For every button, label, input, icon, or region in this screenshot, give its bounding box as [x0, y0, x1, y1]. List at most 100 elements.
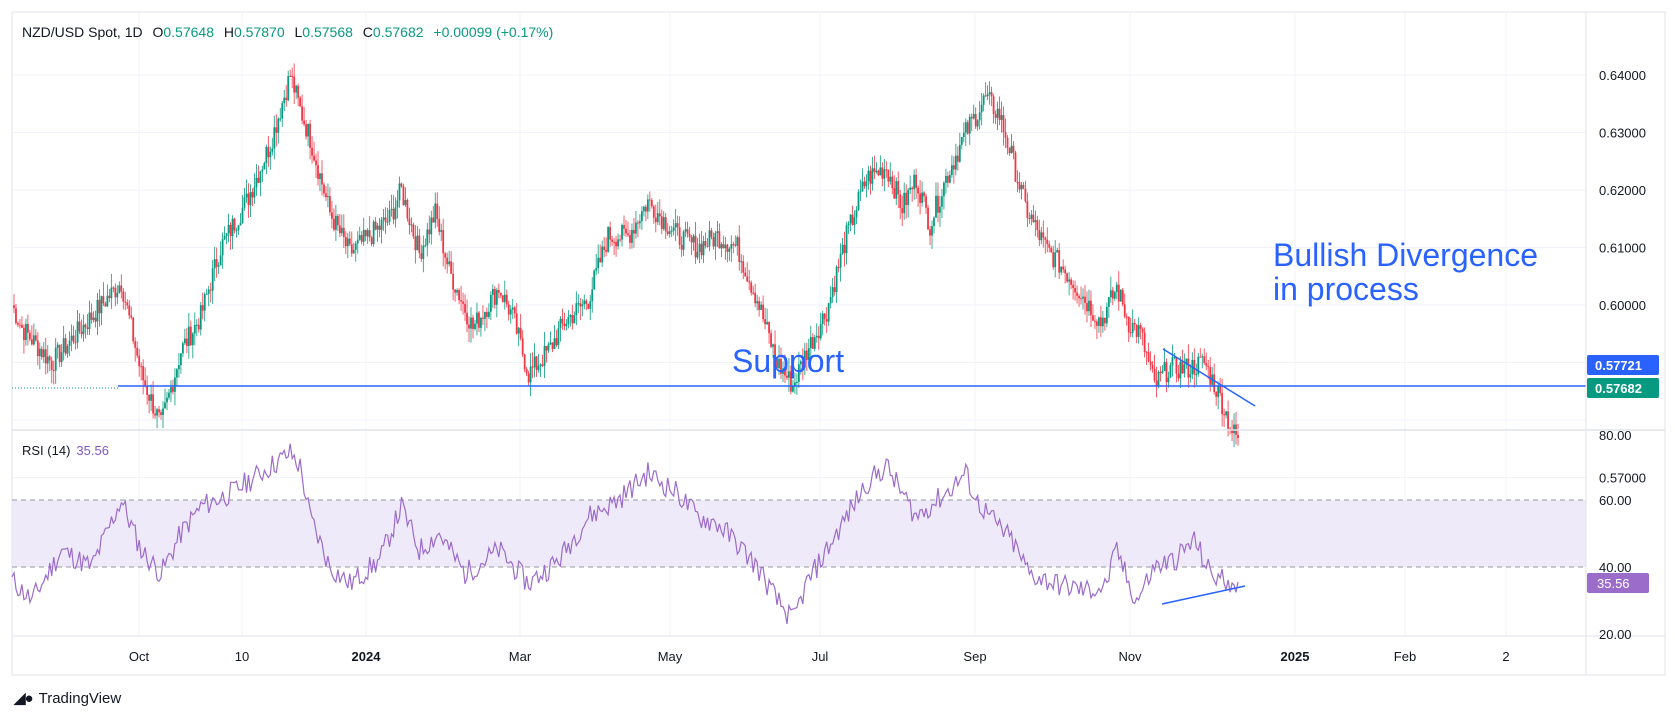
- candle-body: [368, 230, 371, 238]
- candle-body: [535, 356, 538, 370]
- candle-body: [1101, 317, 1104, 327]
- candle-body: [720, 244, 723, 249]
- candle-body: [774, 344, 776, 357]
- candle-body: [499, 292, 502, 296]
- candle-body: [402, 186, 405, 205]
- candle-body: [935, 195, 937, 218]
- candle-body: [366, 230, 369, 237]
- candle-body: [803, 350, 806, 368]
- candle-body: [466, 312, 468, 325]
- candle-body: [809, 337, 812, 349]
- candle-body: [1084, 296, 1086, 303]
- candle-body: [726, 244, 729, 252]
- candle-body: [489, 294, 492, 312]
- candle-body: [1201, 356, 1204, 358]
- candle-body: [21, 324, 23, 328]
- candle-body: [487, 311, 490, 318]
- candle-body: [1115, 284, 1118, 293]
- candle-body: [1149, 361, 1152, 365]
- divergence-annotation-line2: in process: [1273, 271, 1419, 307]
- candle-body: [392, 208, 395, 220]
- candle-body: [746, 276, 749, 282]
- candle-body: [199, 305, 202, 330]
- candle-body: [38, 348, 41, 357]
- candle-body: [937, 195, 939, 213]
- tradingview-wordmark: TradingView: [38, 689, 122, 707]
- candle-body: [122, 291, 125, 302]
- candle-body: [239, 223, 242, 226]
- candle-body: [497, 289, 500, 293]
- candle-body: [1157, 371, 1160, 386]
- candle-body: [277, 118, 280, 133]
- candle-body: [472, 317, 474, 330]
- candle-body: [797, 364, 800, 382]
- candle-body: [215, 259, 218, 267]
- candle-body: [430, 217, 433, 235]
- price-tick-label: 0.60000: [1599, 298, 1646, 313]
- candle-body: [664, 217, 667, 232]
- candle-body: [887, 169, 890, 182]
- candle-body: [839, 253, 842, 268]
- candle-body: [44, 349, 47, 364]
- candle-body: [195, 324, 198, 326]
- candle-body: [408, 218, 411, 226]
- candlestick-series: [13, 63, 1239, 448]
- candle-body: [1008, 147, 1011, 154]
- candle-body: [311, 147, 313, 156]
- candle-body: [144, 380, 147, 386]
- candle-body: [285, 97, 288, 101]
- candle-body: [690, 237, 693, 243]
- candle-body: [1048, 244, 1051, 248]
- candle-body: [1131, 322, 1134, 333]
- candle-body: [617, 239, 619, 247]
- candle-body: [885, 169, 888, 171]
- candle-body: [1036, 220, 1039, 230]
- candle-body: [251, 192, 254, 198]
- candle-body: [480, 317, 482, 328]
- candle-body: [90, 312, 93, 320]
- candle-body: [168, 392, 170, 398]
- candle-body: [491, 288, 494, 295]
- candle-body: [434, 203, 437, 223]
- candle-body: [386, 221, 389, 223]
- candle-body: [700, 243, 703, 256]
- candle-body: [573, 315, 576, 324]
- candle-body: [561, 318, 564, 324]
- candle-body: [436, 203, 439, 219]
- candle-body: [66, 345, 69, 354]
- candle-body: [770, 333, 772, 347]
- candle-body: [60, 352, 63, 363]
- candle-body: [764, 319, 766, 325]
- candle-body: [96, 299, 99, 322]
- candle-body: [136, 347, 139, 356]
- candle-body: [178, 365, 180, 370]
- candle-body: [1143, 332, 1146, 352]
- candle-body: [821, 313, 824, 324]
- candle-body: [929, 229, 931, 236]
- candle-body: [25, 323, 27, 340]
- candle-body: [505, 294, 508, 305]
- rsi-line: [11, 443, 1239, 625]
- candle-body: [1040, 232, 1043, 241]
- candle-body: [293, 76, 296, 93]
- candle-body: [1225, 411, 1227, 416]
- candle-body: [909, 187, 912, 190]
- candle-body: [1024, 188, 1027, 202]
- time-tick-label: 10: [235, 649, 249, 664]
- candle-body: [670, 230, 673, 232]
- tradingview-logo[interactable]: ◢● TradingView: [14, 689, 122, 708]
- candle-body: [358, 235, 361, 240]
- candle-body: [28, 332, 31, 340]
- candle-body: [873, 168, 876, 173]
- candle-body: [525, 369, 528, 374]
- candle-body: [964, 122, 967, 133]
- candle-body: [718, 231, 721, 249]
- candle-body: [754, 292, 757, 304]
- candle-body: [158, 409, 160, 413]
- candle-body: [1086, 302, 1088, 312]
- candle-body: [221, 239, 224, 256]
- candle-body: [845, 225, 848, 254]
- candle-body: [644, 206, 647, 212]
- candle-body: [639, 221, 641, 224]
- time-tick-label: 2024: [352, 649, 382, 664]
